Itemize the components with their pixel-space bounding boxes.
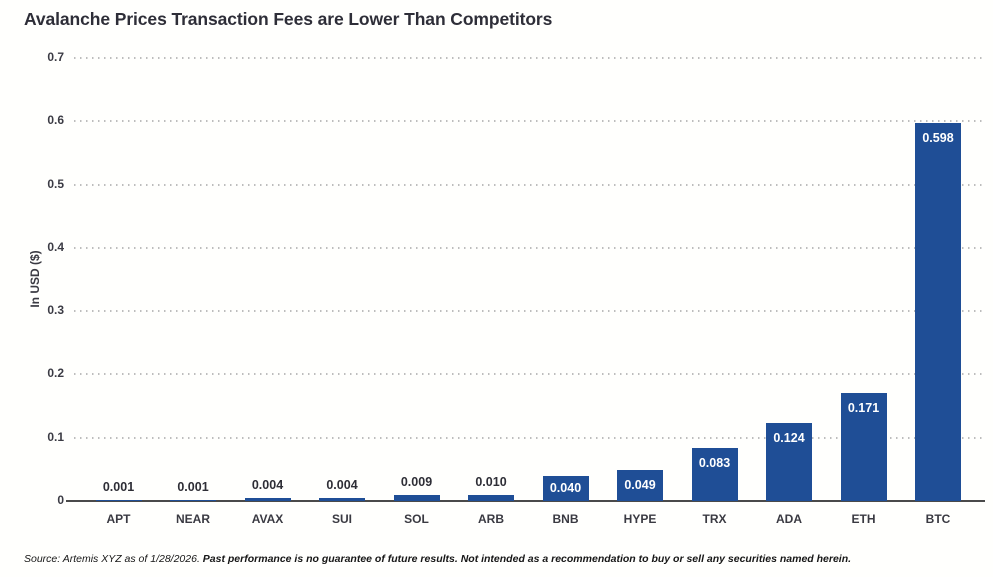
source-text: Source: Artemis XYZ as of 1/28/2026. (24, 553, 203, 565)
bar-avax (244, 498, 291, 501)
gridline-0.7 (74, 57, 985, 59)
bar-value-sui: 0.004 (326, 478, 358, 492)
bar-value-apt: 0.001 (102, 480, 135, 494)
bar-bnb (542, 476, 589, 501)
x-axis-label-near: NEAR (175, 512, 210, 526)
source-note: Source: Artemis XYZ as of 1/28/2026. Pas… (24, 553, 851, 565)
x-axis-label-apt: APT (106, 512, 131, 526)
bar-sol (393, 495, 440, 501)
bar-value-btc: 0.598 (922, 131, 954, 145)
bar-sui (319, 498, 365, 501)
bar-value-bnb: 0.040 (549, 481, 582, 495)
bar-arb (468, 495, 514, 501)
gridline-0.2 (74, 373, 985, 376)
x-axis-label-bnb: BNB (552, 512, 579, 526)
bar-ada (766, 423, 812, 501)
gridline-0.5 (74, 183, 985, 186)
y-tick-label: 0.2 (47, 366, 64, 381)
gridline-0.6 (74, 120, 985, 123)
y-tick-label: 0.4 (47, 239, 64, 254)
x-axis-label-btc: BTC (925, 512, 951, 526)
x-axis-label-ada: ADA (776, 512, 802, 526)
bar-btc (915, 123, 961, 501)
bar-value-eth: 0.171 (847, 401, 880, 415)
bar-apt (95, 500, 142, 501)
bar-trx (691, 448, 738, 501)
y-tick-label: 0.6 (47, 113, 64, 128)
x-axis-label-avax: AVAX (251, 512, 284, 526)
x-axis-label-arb: ARB (478, 512, 504, 526)
y-tick-label: 0.7 (47, 50, 64, 64)
y-axis-title: In USD ($) (28, 250, 42, 308)
x-axis-label-trx: TRX (702, 512, 727, 526)
x-axis-label-sui: SUI (331, 512, 352, 526)
chart-title: Avalanche Prices Transaction Fees are Lo… (24, 9, 553, 29)
x-axis-line (66, 500, 985, 502)
bar-hype (617, 470, 663, 501)
bar-value-arb: 0.010 (475, 475, 507, 489)
bar-value-trx: 0.083 (698, 456, 731, 470)
bar-value-avax: 0.004 (251, 478, 284, 492)
gridline-0.3 (74, 310, 985, 313)
y-tick-label: 0.5 (47, 176, 64, 191)
x-axis-label-eth: ETH (851, 512, 876, 526)
y-tick-label: 0.1 (47, 429, 64, 444)
y-tick-label: 0.3 (47, 303, 64, 318)
bar-near (170, 500, 216, 501)
gridline-0.1 (74, 436, 985, 439)
plot-area: 0 0.1 0.2 0.3 0.4 0.5 0.6 0.7 0.001 APT 0.001 NEAR 0… (47, 50, 985, 526)
bar-eth (840, 393, 887, 501)
bar-value-hype: 0.049 (624, 478, 656, 492)
x-axis-label-hype: HYPE (623, 512, 657, 526)
gridline-0.4 (74, 246, 985, 249)
disclaimer-text: Past performance is no guarantee of futu… (202, 553, 852, 565)
bar-value-near: 0.001 (177, 480, 209, 494)
bar-value-sol: 0.009 (400, 475, 433, 489)
y-tick-label: 0 (57, 493, 64, 507)
x-axis-label-sol: SOL (404, 512, 429, 526)
bar-value-ada: 0.124 (773, 431, 805, 445)
